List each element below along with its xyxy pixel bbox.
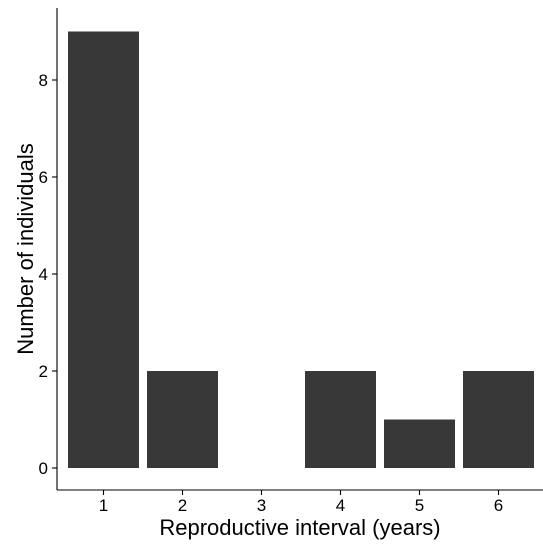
y-tick-label-0: 0 — [39, 459, 48, 478]
x-axis-title: Reproductive interval (years) — [159, 515, 440, 540]
x-tick-label-1: 1 — [99, 496, 108, 515]
bar-5 — [384, 419, 455, 468]
y-ticks-group: 0 2 4 6 8 — [39, 71, 57, 478]
x-tick-label-6: 6 — [494, 496, 503, 515]
y-axis-title: Number of individuals — [13, 143, 38, 355]
x-tick-label-3: 3 — [257, 496, 266, 515]
bar-6 — [463, 371, 534, 468]
y-tick-label-2: 2 — [39, 362, 48, 381]
y-tick-label-8: 8 — [39, 71, 48, 90]
bar-1 — [68, 31, 139, 468]
x-tick-label-5: 5 — [415, 496, 424, 515]
x-tick-label-4: 4 — [336, 496, 345, 515]
x-ticks-group: 1 2 3 4 5 6 — [99, 490, 503, 515]
bar-4 — [305, 371, 376, 468]
x-tick-label-2: 2 — [178, 496, 187, 515]
y-tick-label-6: 6 — [39, 168, 48, 187]
bars-group — [68, 31, 534, 468]
y-tick-label-4: 4 — [39, 265, 48, 284]
bar-2 — [147, 371, 218, 468]
